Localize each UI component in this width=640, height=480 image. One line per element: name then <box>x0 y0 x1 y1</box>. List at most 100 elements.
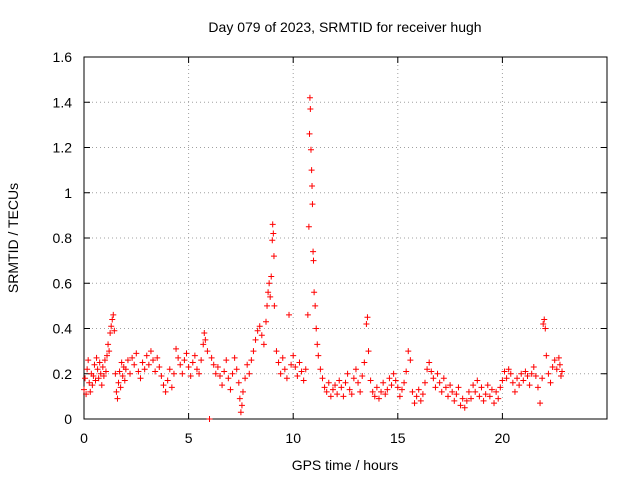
y-tick-label: 0.2 <box>53 366 73 382</box>
x-tick-label: 10 <box>285 430 301 446</box>
data-point <box>457 402 464 409</box>
data-point <box>364 314 371 321</box>
data-point <box>292 363 299 370</box>
data-point <box>314 341 321 348</box>
data-point <box>200 341 207 348</box>
data-point <box>260 341 267 348</box>
data-point <box>121 377 128 384</box>
data-point <box>474 377 481 384</box>
data-point <box>556 361 563 368</box>
data-point <box>254 327 261 334</box>
data-point <box>116 368 123 375</box>
data-point <box>239 388 246 395</box>
chart-title: Day 079 of 2023, SRMTID for receiver hug… <box>208 19 481 35</box>
data-point <box>355 379 362 386</box>
data-point <box>312 302 319 309</box>
data-point <box>315 352 322 359</box>
data-point <box>252 336 259 343</box>
data-point <box>371 393 378 400</box>
data-point <box>309 182 316 189</box>
data-point <box>363 320 370 327</box>
data-point <box>84 366 91 373</box>
data-point <box>179 370 186 377</box>
data-point <box>336 377 343 384</box>
data-point <box>434 370 441 377</box>
data-point <box>440 375 447 382</box>
data-point <box>540 320 547 327</box>
data-point <box>114 395 121 402</box>
data-point <box>164 377 171 384</box>
data-point <box>532 373 539 380</box>
data-point <box>555 354 562 361</box>
data-point <box>357 388 364 395</box>
data-point <box>202 336 209 343</box>
data-point <box>256 323 263 330</box>
x-tick-label: 15 <box>390 430 406 446</box>
data-point <box>143 352 150 359</box>
data-point <box>493 388 500 395</box>
data-point <box>265 289 272 296</box>
data-point <box>539 375 546 382</box>
data-point <box>201 330 208 337</box>
data-point <box>111 327 118 334</box>
data-point <box>147 348 154 355</box>
data-point <box>436 379 443 386</box>
data-point <box>455 384 462 391</box>
data-point <box>537 400 544 407</box>
data-point <box>308 167 315 174</box>
data-point <box>296 359 303 366</box>
data-point <box>118 359 125 366</box>
data-point <box>388 382 395 389</box>
data-point <box>87 388 94 395</box>
data-point <box>468 395 475 402</box>
data-point <box>344 370 351 377</box>
data-point <box>488 386 495 393</box>
data-point <box>189 359 196 366</box>
data-point <box>122 366 129 373</box>
data-point <box>451 397 458 404</box>
data-point <box>152 368 159 375</box>
data-point <box>511 388 518 395</box>
data-point <box>553 366 560 373</box>
data-point <box>246 370 253 377</box>
data-point <box>129 354 136 361</box>
data-point <box>279 354 286 361</box>
data-point <box>206 416 213 422</box>
data-point <box>549 363 556 370</box>
data-point <box>409 388 416 395</box>
data-point <box>503 375 510 382</box>
data-point <box>98 382 105 389</box>
data-point <box>227 386 234 393</box>
data-point <box>119 373 126 380</box>
data-point <box>445 393 452 400</box>
data-point <box>117 384 124 391</box>
data-point <box>530 363 537 370</box>
data-point <box>361 359 368 366</box>
data-point <box>82 375 89 382</box>
data-point <box>141 366 148 373</box>
data-point <box>323 388 330 395</box>
data-point <box>428 368 435 375</box>
data-point <box>175 354 182 361</box>
data-point <box>263 318 270 325</box>
x-tick-label: 20 <box>495 430 511 446</box>
data-point <box>365 348 372 355</box>
data-point <box>238 402 245 409</box>
data-point <box>522 368 529 375</box>
y-tick-label: 1.2 <box>53 140 73 156</box>
data-point <box>419 391 426 398</box>
x-axis-label: GPS time / hours <box>292 457 399 473</box>
data-point <box>166 366 173 373</box>
data-point <box>269 221 276 228</box>
data-point <box>524 373 531 380</box>
data-point <box>321 384 328 391</box>
data-point <box>472 388 479 395</box>
data-point <box>198 357 205 364</box>
data-point <box>223 357 230 364</box>
data-point <box>298 368 305 375</box>
data-point <box>380 379 387 386</box>
data-point <box>309 201 316 208</box>
data-point <box>193 366 200 373</box>
data-point <box>495 395 502 402</box>
data-point <box>81 386 87 393</box>
